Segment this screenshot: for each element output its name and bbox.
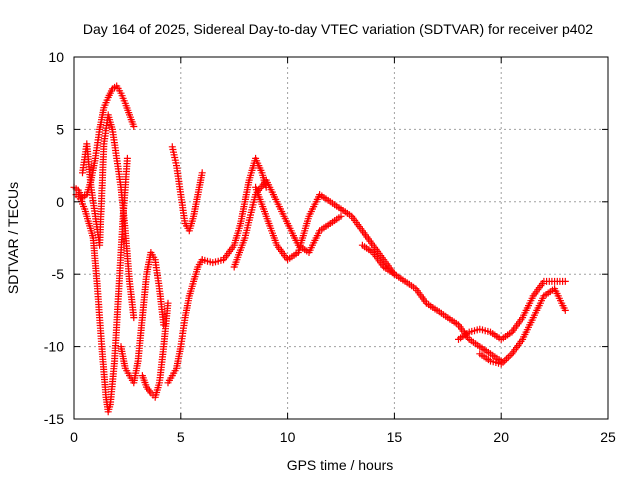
x-tick-label: 0 xyxy=(70,429,78,445)
data-point-markers xyxy=(198,154,270,267)
x-tick-label: 20 xyxy=(493,429,509,445)
y-tick-label: -5 xyxy=(52,266,65,282)
data-point-markers xyxy=(358,241,505,365)
x-axis-label: GPS time / hours xyxy=(287,457,394,473)
x-tick-label: 10 xyxy=(280,429,296,445)
data-point-markers xyxy=(164,256,206,387)
data-point-markers xyxy=(138,299,172,401)
data-point-markers xyxy=(252,183,398,278)
axis-ticks: 0 5 10 15 20 25 -15 -10 -5 0 5 10 xyxy=(44,49,616,445)
grid-lines xyxy=(74,57,608,419)
series-group xyxy=(168,143,206,235)
data-point-markers xyxy=(455,277,569,343)
series-group xyxy=(79,111,138,322)
series-group xyxy=(138,299,172,401)
series-group xyxy=(164,256,206,387)
y-tick-label: 10 xyxy=(48,49,64,65)
data-point-markers xyxy=(168,143,206,235)
y-tick-label: 0 xyxy=(56,194,64,210)
series-group xyxy=(252,183,398,278)
y-axis-label: SDTVAR / TECUs xyxy=(5,182,21,294)
series-group xyxy=(455,277,569,343)
series-group xyxy=(117,249,168,387)
series-group xyxy=(358,241,505,365)
data-point-markers xyxy=(476,285,569,368)
y-tick-label: 5 xyxy=(56,121,64,137)
x-tick-label: 25 xyxy=(600,429,616,445)
plot-frame xyxy=(73,56,609,420)
data-point-markers xyxy=(79,111,138,322)
series-group xyxy=(198,154,270,267)
y-tick-label: -10 xyxy=(44,339,64,355)
x-tick-label: 5 xyxy=(177,429,185,445)
x-tick-label: 15 xyxy=(387,429,403,445)
y-tick-label: -15 xyxy=(44,411,64,427)
data-point-markers xyxy=(117,249,168,387)
chart-title: Day 164 of 2025, Sidereal Day-to-day VTE… xyxy=(83,21,593,37)
data-points xyxy=(70,82,569,416)
series-group xyxy=(476,285,569,368)
